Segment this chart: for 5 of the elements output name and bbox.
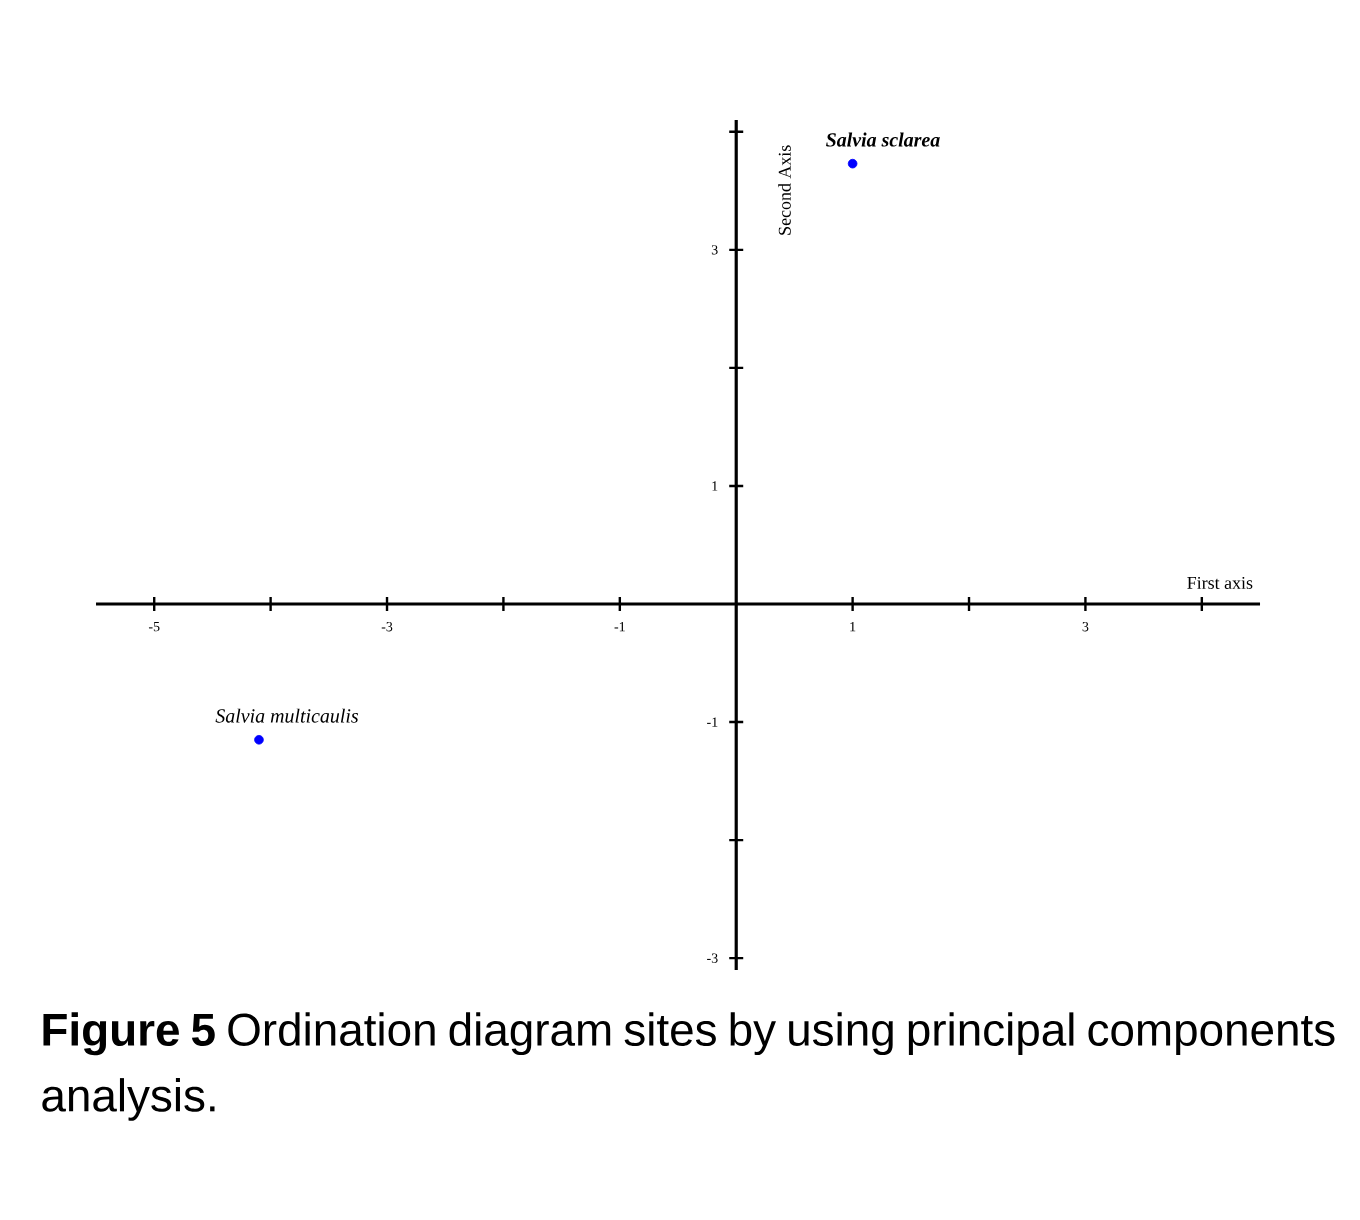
x-axis-title: First axis <box>1187 576 1253 589</box>
y-axis-title: Second Axis <box>778 145 791 235</box>
annotation: Salvia multicaulis <box>215 708 359 723</box>
text: Figure 5 Ordination diagram sites by using principal components analysis. <box>42 1012 1335 1121</box>
annotation: Salvia sclarea <box>826 132 940 147</box>
